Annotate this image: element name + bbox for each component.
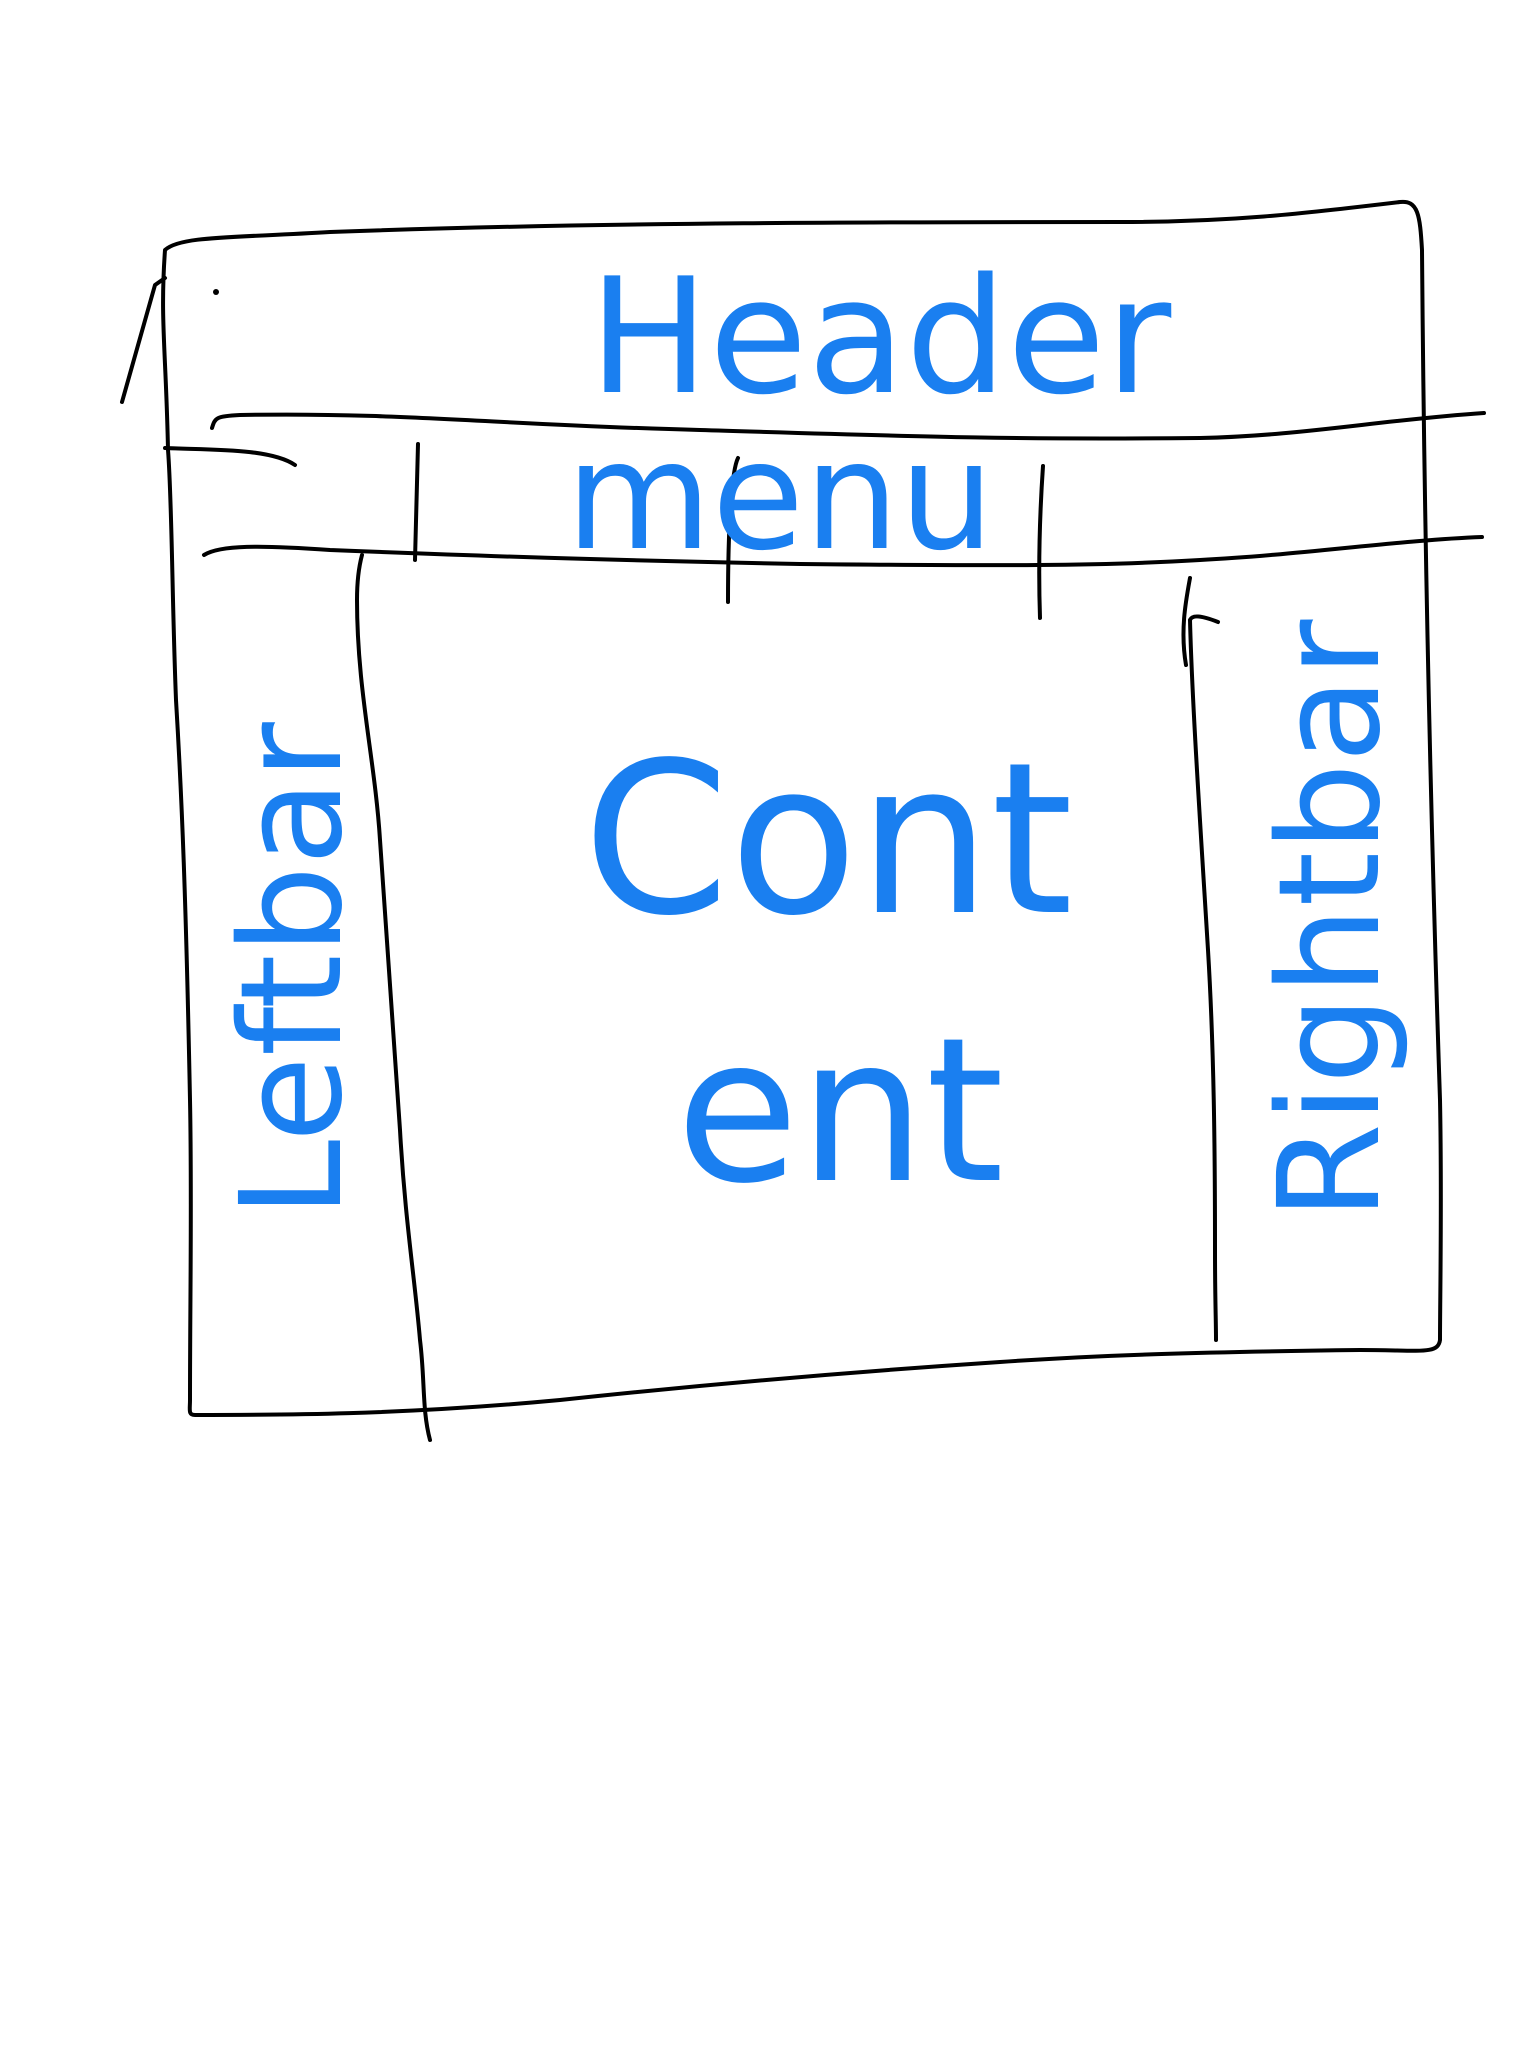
corner-stroke: [120, 276, 167, 404]
right-sidebar-divider: [1181, 576, 1220, 1342]
left-sidebar-label: Leftbar: [211, 722, 374, 1218]
corner-dot: [213, 289, 219, 295]
menu-label: menu: [566, 410, 995, 584]
content-label-line2: ent: [676, 995, 1004, 1228]
right-sidebar-label: Rightbar: [1249, 619, 1412, 1220]
outer-frame: [161, 199, 1443, 1417]
menu-separator-3: [1037, 464, 1045, 620]
left-sidebar-divider: [355, 553, 432, 1442]
header-divider: [210, 411, 1486, 441]
menu-divider: [202, 535, 1484, 568]
menu-left-stroke: [163, 446, 297, 467]
header-label: Header: [589, 243, 1172, 430]
menu-separator-2: [726, 456, 740, 604]
menu-separator-1: [413, 442, 420, 562]
content-label-line1: Cont: [583, 717, 1074, 962]
